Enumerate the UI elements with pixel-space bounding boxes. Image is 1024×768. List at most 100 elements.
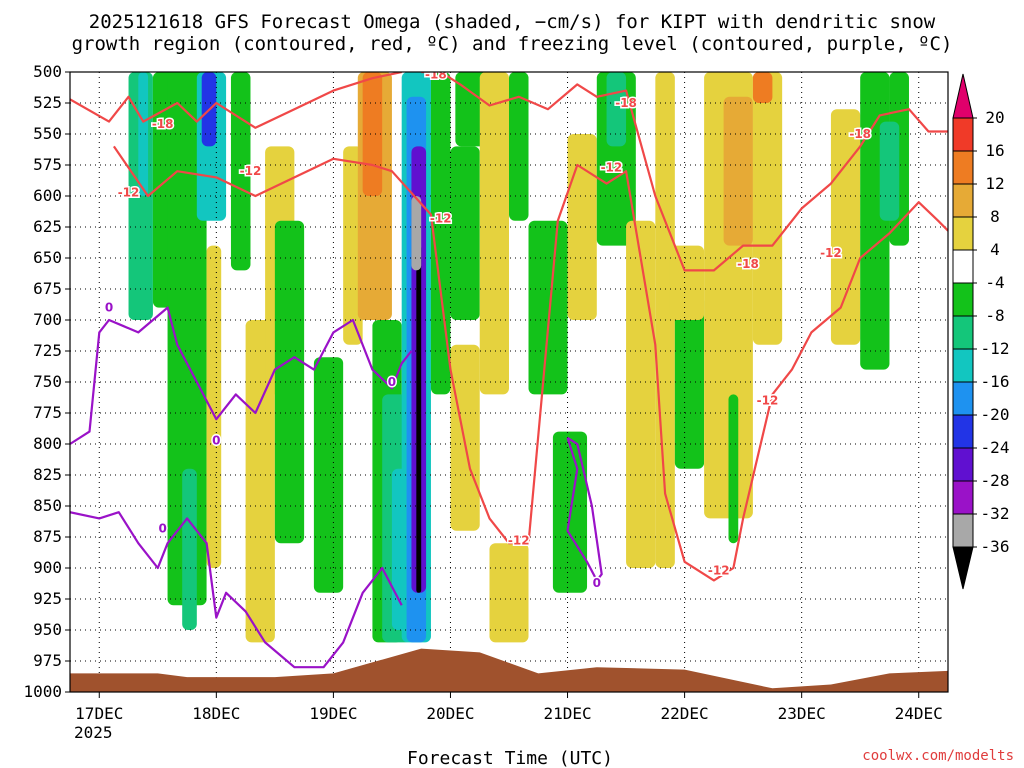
contour-label-2-5: -12	[708, 563, 730, 577]
omega-region-9	[245, 320, 275, 643]
y-tick-label-700: 700	[33, 310, 62, 329]
colorbar-bin-5	[952, 249, 974, 284]
omega-region-29	[489, 543, 529, 643]
y-tick-label-825: 825	[33, 465, 62, 484]
omega-region-41	[723, 96, 753, 246]
colorbar-bin-top	[952, 73, 974, 119]
contour-label-1-2: -18	[737, 257, 759, 271]
colorbar-label-9: -20	[981, 405, 1010, 424]
y-tick-label-925: 925	[33, 589, 62, 608]
colorbar-label-13: -36	[981, 537, 1010, 556]
contour-label-2-7: -12	[820, 246, 842, 260]
contour-label-2-6: -12	[757, 394, 779, 408]
contour-label-2-4: -12	[601, 160, 623, 174]
colorbar-label-2: 12	[985, 174, 1004, 193]
x-tick-label-19DEC: 19DEC	[309, 704, 357, 723]
x-tick-label-22DEC: 22DEC	[661, 704, 709, 723]
x-tick-label-17DEC: 17DEC	[75, 704, 123, 723]
contour-label-1-0: -18	[425, 67, 447, 81]
omega-region-30	[509, 72, 529, 221]
omega-region-11	[274, 220, 305, 544]
colorbar-bin-2	[952, 150, 974, 185]
omega-region-39	[669, 245, 705, 320]
omega-region-36	[626, 220, 656, 569]
credit-label[interactable]: coolwx.com/modelts	[862, 748, 1014, 764]
omega-region-24	[430, 72, 451, 395]
dgz-contour-2	[112, 145, 948, 582]
contour-label-3-0: 0	[105, 301, 113, 315]
freezing-contour-3	[70, 306, 413, 445]
colorbar: 20 16 12 8 4 -4 -8 -12 -16 -20 -24 -28 -32 -36	[952, 73, 1010, 590]
x-year-label: 2025	[74, 723, 113, 742]
colorbar-bin-1	[952, 117, 974, 152]
colorbar-label-3: 8	[990, 207, 1000, 226]
y-tick-label-525: 525	[33, 93, 62, 112]
omega-shading	[128, 72, 909, 643]
colorbar-label-1: 16	[985, 141, 1004, 160]
y-tick-label-725: 725	[33, 341, 62, 360]
colorbar-bin-11	[952, 447, 974, 482]
y-tick-label-800: 800	[33, 434, 62, 453]
y-tick-label-550: 550	[33, 124, 62, 143]
omega-region-25	[450, 146, 480, 320]
colorbar-label-0: 20	[985, 108, 1004, 127]
y-tick-label-650: 650	[33, 248, 62, 267]
x-axis-label: Forecast Time (UTC)	[407, 748, 613, 768]
colorbar-bin-8	[952, 348, 974, 383]
contour-label-1-1: -18	[615, 96, 637, 110]
omega-region-31	[528, 220, 568, 395]
contour-label-2-2: -12	[430, 211, 452, 225]
y-tick-label-975: 975	[33, 651, 62, 670]
omega-region-38	[674, 295, 705, 469]
omega-region-33	[567, 134, 597, 320]
contours: -18 -18 -18 -18 -18 -12 -12 -12 -12 -12 -12 -12 -12 0…	[70, 67, 948, 669]
colorbar-bin-10	[952, 414, 974, 449]
colorbar-bin-6	[952, 282, 974, 317]
omega-region-42	[752, 72, 783, 345]
omega-region-22	[416, 245, 422, 593]
colorbar-label-10: -24	[981, 438, 1010, 457]
contour-label-2-0: -12	[118, 185, 140, 199]
y-tick-label-625: 625	[33, 217, 62, 236]
colorbar-bin-3	[952, 183, 974, 218]
colorbar-bin-13	[952, 513, 974, 548]
omega-region-1	[138, 72, 149, 196]
contour-label-2-1: -12	[240, 164, 262, 178]
y-tick-label-675: 675	[33, 279, 62, 298]
omega-region-43	[752, 72, 773, 103]
x-tick-label-20DEC: 20DEC	[426, 704, 474, 723]
contour-label-0-0: -18	[152, 117, 174, 131]
colorbar-label-11: -28	[981, 471, 1010, 490]
plot-area: -18 -18 -18 -18 -18 -12 -12 -12 -12 -12 -12 -12 -12 0…	[69, 67, 949, 693]
omega-region-7	[206, 245, 222, 568]
omega-region-4	[182, 468, 197, 630]
y-tick-label-950: 950	[33, 620, 62, 639]
freezing-contour-5	[566, 436, 603, 582]
x-tick-label-24DEC: 24DEC	[895, 704, 943, 723]
colorbar-label-4: 4	[990, 240, 1000, 259]
omega-region-28	[479, 72, 509, 395]
colorbar-bin-4	[952, 216, 974, 251]
y-tick-label-900: 900	[33, 558, 62, 577]
colorbar-bin-12	[952, 480, 974, 515]
contour-label-5-0: 0	[593, 576, 601, 590]
omega-region-27	[450, 344, 480, 531]
colorbar-bin-9	[952, 381, 974, 416]
x-axis: 17DEC 18DEC 19DEC 20DEC 21DEC 22DEC 23DEC 24DEC	[75, 692, 943, 723]
dgz-contour-1	[421, 72, 948, 272]
omega-region-12	[313, 357, 344, 593]
contour-label-3-2: 0	[388, 375, 396, 389]
colorbar-label-8: -16	[981, 372, 1010, 391]
y-tick-label-750: 750	[33, 372, 62, 391]
y-tick-label-575: 575	[33, 155, 62, 174]
y-tick-label-850: 850	[33, 496, 62, 515]
omega-region-23	[411, 196, 422, 271]
y-tick-label-875: 875	[33, 527, 62, 546]
colorbar-label-5: -4	[985, 273, 1004, 292]
colorbar-label-7: -12	[981, 339, 1010, 358]
y-axis: 500 525 550 575 600 625 650 675 700 725 750 775 800 8…	[23, 62, 70, 701]
colorbar-bin-bottom	[952, 546, 974, 590]
terrain-fill	[70, 648, 948, 692]
x-tick-label-23DEC: 23DEC	[778, 704, 826, 723]
